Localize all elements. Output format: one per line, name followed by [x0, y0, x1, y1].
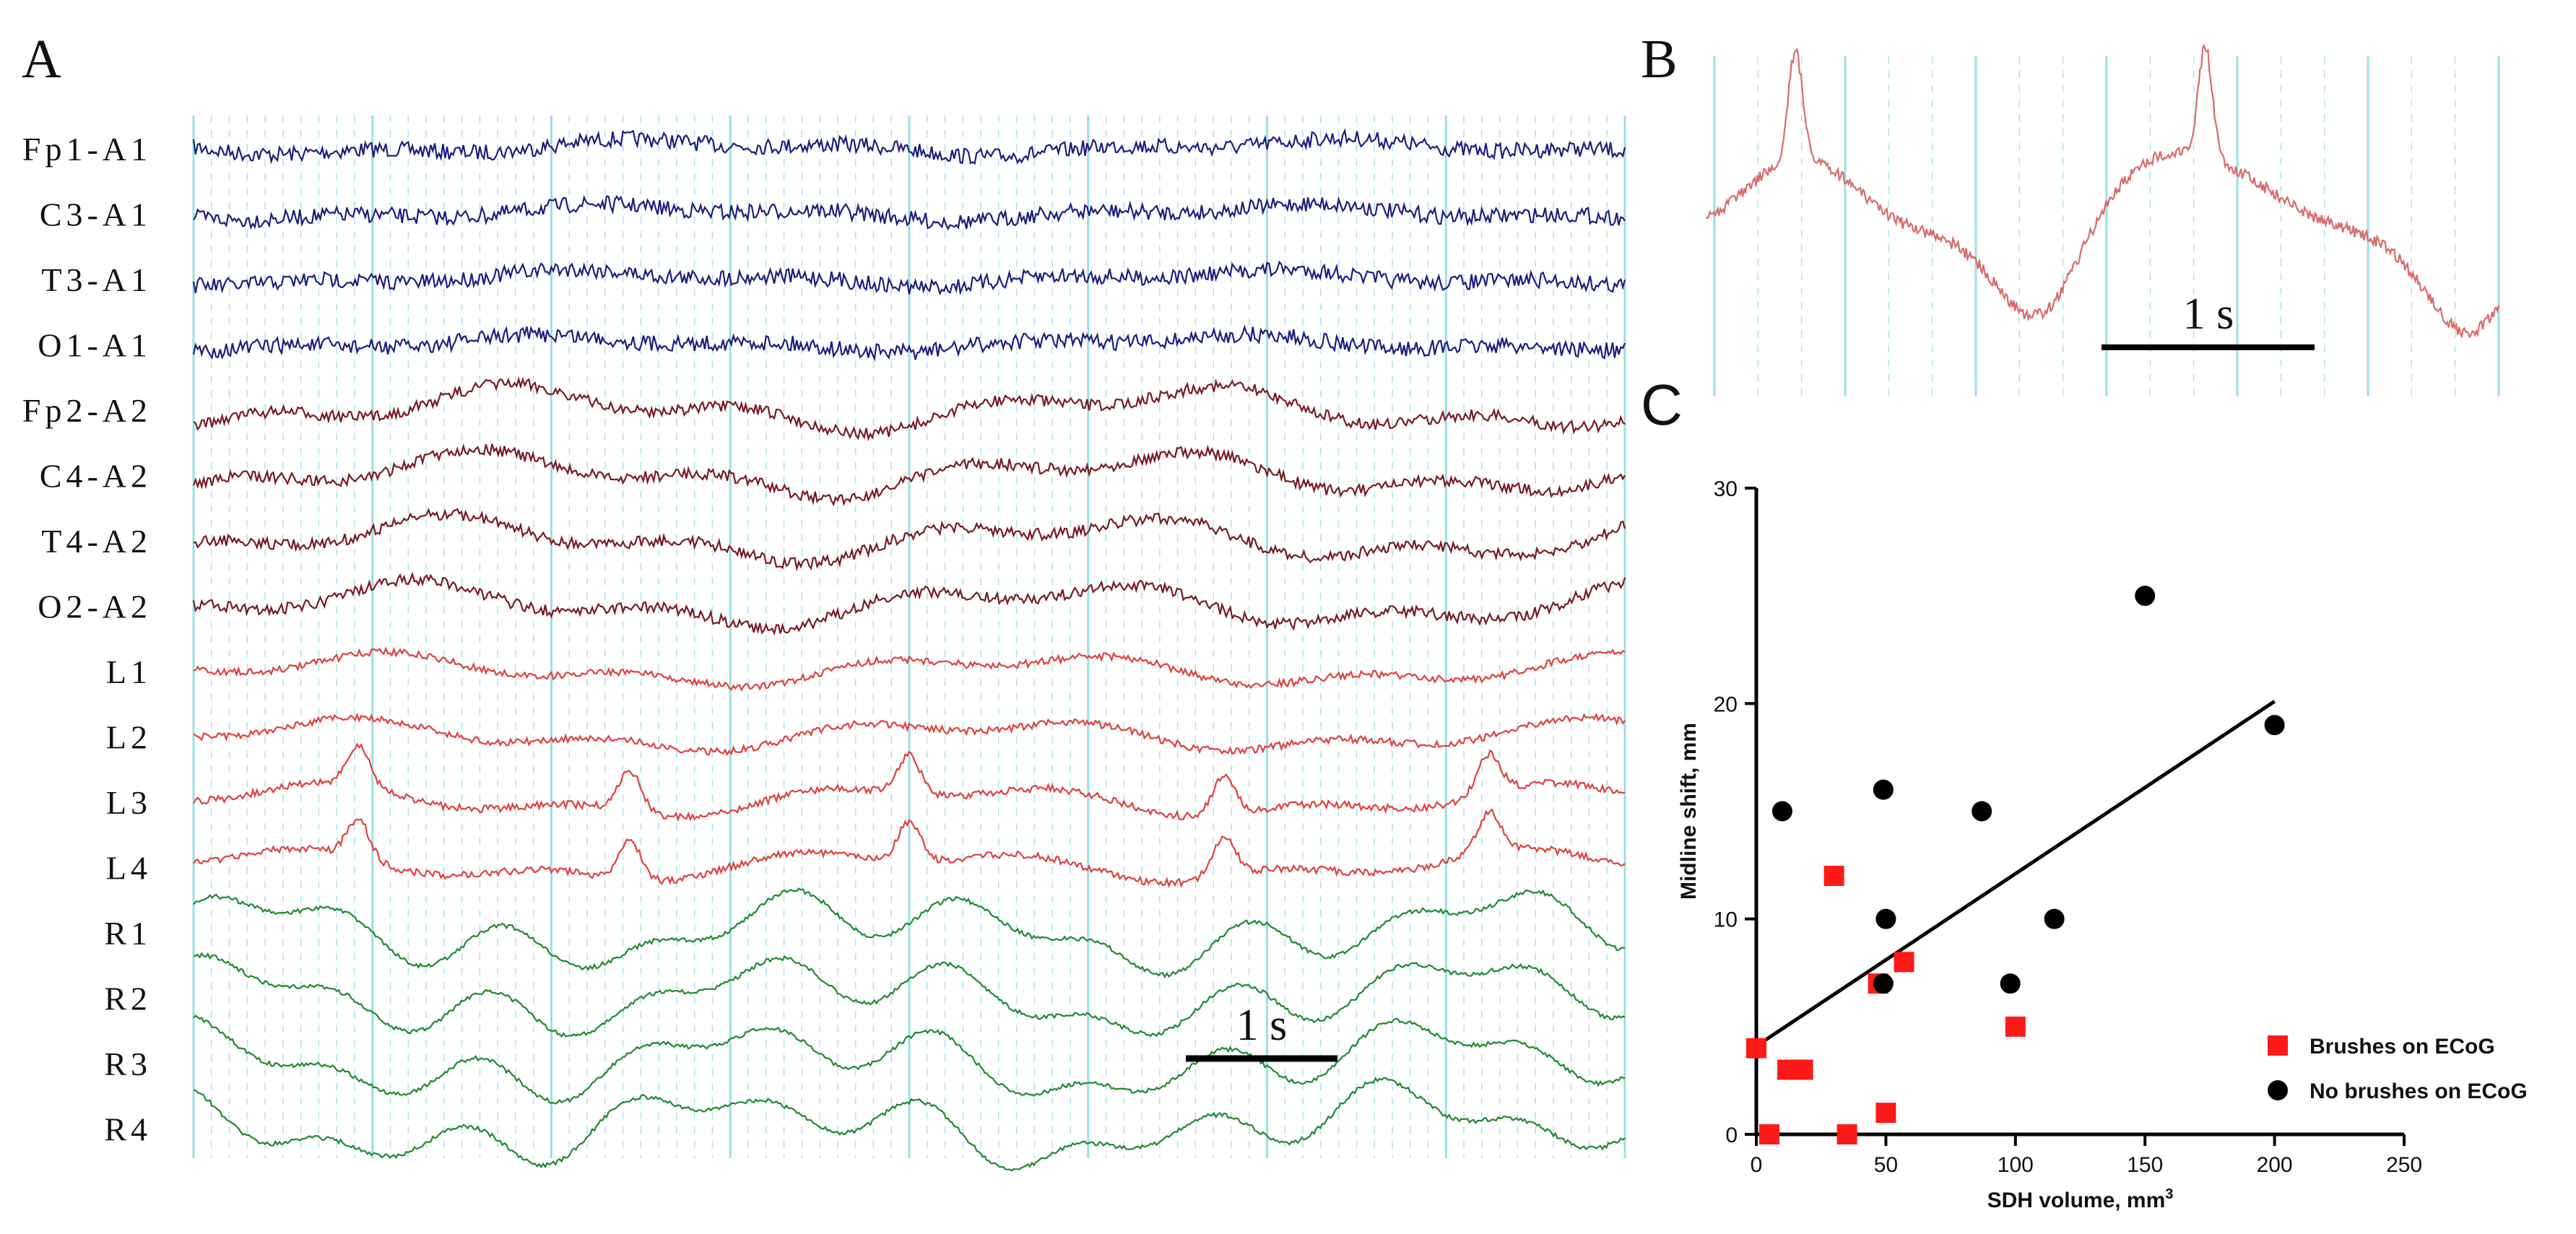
point-brushes — [1894, 952, 1914, 973]
x-tick-label: 100 — [1998, 1153, 2034, 1177]
trace-c4-a2 — [192, 443, 1626, 507]
point-brushes — [1823, 866, 1844, 886]
panel-c-legend: Brushes on ECoG No brushes on ECoG — [2268, 1035, 2528, 1103]
trace-l3 — [193, 742, 1626, 822]
y-tick-label: 20 — [1714, 692, 1738, 716]
point-no-brushes — [2135, 586, 2156, 607]
channel-label-r3: R3 — [104, 1046, 152, 1082]
point-no-brushes — [1972, 801, 1992, 822]
panel-a-scale-label: 1 s — [1236, 1001, 1288, 1050]
panel-b-label: B — [1641, 29, 1678, 90]
channel-label-l1: L1 — [106, 653, 152, 690]
point-no-brushes — [2264, 715, 2285, 736]
panel-c-x-axis-label: SDH volume, mm3 — [1987, 1186, 2174, 1212]
point-no-brushes — [1875, 908, 1896, 929]
channel-label-r2: R2 — [104, 981, 152, 1017]
trace-t4-a2 — [193, 508, 1626, 572]
trace-r3 — [193, 1014, 1626, 1105]
trace-fp1-a1 — [192, 128, 1626, 165]
panel-a-traces — [192, 128, 1626, 1172]
trace-r1 — [193, 887, 1626, 979]
x-axis-label-text: SDH volume, mm — [1987, 1189, 2166, 1212]
x-tick-label: 0 — [1751, 1153, 1763, 1177]
point-brushes — [1746, 1038, 1766, 1059]
channel-label-r1: R1 — [104, 915, 152, 952]
y-tick-label: 30 — [1714, 477, 1738, 501]
trace-l2 — [193, 712, 1626, 757]
point-no-brushes — [1873, 973, 1894, 994]
point-brushes — [1875, 1103, 1896, 1124]
channel-label-t4-a2: T4-A2 — [41, 523, 152, 560]
legend-entry-2: No brushes on ECoG — [2310, 1079, 2528, 1103]
channel-label-fp1-a1: Fp1-A1 — [22, 131, 152, 168]
panel-b-time-grid — [1713, 56, 2500, 396]
trace-c3-a1 — [193, 194, 1626, 231]
y-tick-label: 0 — [1725, 1124, 1738, 1147]
panel-c-points — [1746, 586, 2285, 1144]
panel-b-scale-label: 1 s — [2183, 290, 2234, 339]
panel-a-channel-labels: Fp1-A1 C3-A1 T3-A1 O1-A1 Fp2-A2 C4-A2 T4-A2 O2-… — [22, 131, 152, 1148]
panel-c-regression-line — [1755, 700, 2276, 1048]
point-no-brushes — [1771, 801, 1792, 822]
channel-label-o1-a1: O1-A1 — [38, 327, 152, 364]
panel-a-time-grid — [192, 116, 1626, 1158]
channel-label-l3: L3 — [106, 784, 152, 821]
point-brushes — [2005, 1016, 2026, 1037]
trace-o2-a2 — [192, 571, 1626, 636]
legend-entry-1: Brushes on ECoG — [2310, 1035, 2495, 1059]
x-tick-label: 250 — [2386, 1153, 2422, 1177]
point-no-brushes — [1873, 779, 1894, 800]
channel-label-l2: L2 — [106, 719, 152, 756]
legend-marker-no-brushes — [2268, 1080, 2288, 1100]
trace-o1-a1 — [192, 324, 1626, 362]
point-brushes — [1758, 1124, 1779, 1144]
trace-r4 — [193, 1077, 1626, 1172]
trace-l1 — [193, 646, 1626, 692]
channel-label-fp2-a2: Fp2-A2 — [22, 392, 152, 429]
point-brushes — [1836, 1124, 1857, 1144]
channel-label-c3-a1: C3-A1 — [40, 196, 152, 233]
trace-r2 — [194, 952, 1626, 1038]
panel-c-y-axis-label: Midline shift, mm — [1677, 723, 1701, 900]
panel-c-axes: 0 50 100 150 200 250 0 10 20 30 — [1714, 477, 2422, 1177]
point-brushes — [1792, 1059, 1813, 1080]
panel-b-trace — [1705, 43, 2500, 339]
point-no-brushes — [2044, 908, 2065, 929]
trace-t3-a1 — [192, 260, 1626, 296]
x-tick-label: 150 — [2127, 1153, 2163, 1177]
point-no-brushes — [2000, 973, 2021, 994]
channel-label-r4: R4 — [104, 1111, 152, 1148]
panel-a-label: A — [22, 29, 61, 90]
channel-label-t3-a1: T3-A1 — [41, 261, 152, 298]
x-axis-label-superscript: 3 — [2165, 1186, 2173, 1202]
x-tick-label: 200 — [2257, 1153, 2293, 1177]
panel-c-label: C — [1641, 373, 1683, 437]
channel-label-c4-a2: C4-A2 — [40, 458, 152, 495]
trace-fp2-a2 — [193, 376, 1626, 442]
y-tick-label: 10 — [1714, 908, 1738, 932]
trace-l4 — [193, 808, 1626, 889]
channel-label-o2-a2: O2-A2 — [38, 588, 152, 625]
x-tick-label: 50 — [1874, 1153, 1898, 1177]
legend-marker-brushes — [2268, 1035, 2288, 1056]
channel-label-l4: L4 — [106, 850, 152, 887]
